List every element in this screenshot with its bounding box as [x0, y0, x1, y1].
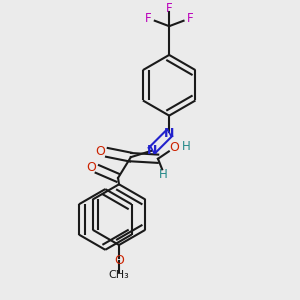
Text: O: O	[86, 161, 96, 174]
Text: F: F	[187, 12, 193, 25]
Text: CH₃: CH₃	[109, 270, 129, 280]
Text: F: F	[166, 2, 172, 15]
Text: O: O	[114, 254, 124, 268]
Text: N: N	[146, 144, 157, 157]
Text: N: N	[164, 127, 174, 140]
Text: O: O	[95, 145, 105, 158]
Text: O: O	[170, 141, 179, 154]
Text: F: F	[145, 12, 152, 25]
Text: H: H	[159, 168, 168, 181]
Text: H: H	[182, 140, 191, 153]
